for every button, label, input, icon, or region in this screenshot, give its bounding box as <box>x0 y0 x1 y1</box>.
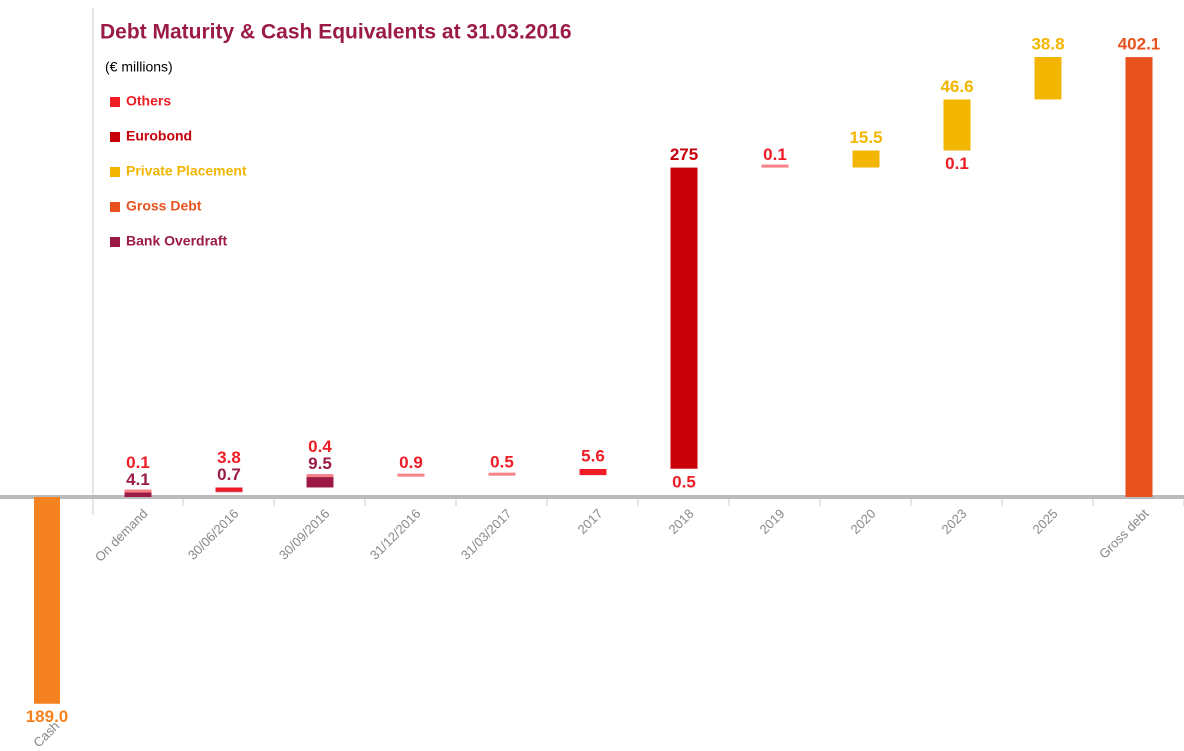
legend-label: Bank Overdraft <box>126 233 227 249</box>
x-tick-label: 30/06/2016 <box>185 506 242 563</box>
legend-swatch <box>110 237 120 247</box>
bar <box>124 489 152 493</box>
data-label: 0.4 <box>308 437 332 456</box>
data-label: 0.5 <box>672 472 696 491</box>
legend-swatch <box>110 97 120 107</box>
bar <box>306 474 334 478</box>
x-tick-label: 2025 <box>1029 506 1060 537</box>
x-tick-label: 2023 <box>938 506 969 537</box>
bar <box>34 497 60 704</box>
data-label: 0.1 <box>126 453 150 472</box>
x-tick-label: 31/12/2016 <box>367 506 424 563</box>
bar <box>1034 57 1062 100</box>
bar <box>670 167 698 469</box>
x-tick-label: 30/09/2016 <box>276 506 333 563</box>
x-tick-label: 2017 <box>574 506 605 537</box>
data-label: 9.5 <box>308 454 332 473</box>
legend-label: Eurobond <box>126 128 192 144</box>
bar <box>761 164 789 168</box>
data-label: 46.6 <box>940 77 973 96</box>
bar <box>397 473 425 477</box>
data-label: 0.1 <box>945 154 969 173</box>
data-label: 275 <box>670 145 698 164</box>
data-label: 0.1 <box>763 145 787 164</box>
chart-title: Debt Maturity & Cash Equivalents at 31.0… <box>100 21 572 44</box>
legend-swatch <box>110 202 120 212</box>
bar <box>124 492 152 497</box>
x-tick-label: Gross debt <box>1096 506 1152 562</box>
chart-subtitle: (€ millions) <box>105 59 173 75</box>
legend-swatch <box>110 167 120 177</box>
data-label: 0.9 <box>399 453 423 472</box>
data-label: 4.1 <box>126 470 150 489</box>
legend-label: Others <box>126 93 171 109</box>
bar <box>488 472 516 476</box>
bar <box>1125 57 1153 497</box>
x-tick-label: 2019 <box>756 506 787 537</box>
x-tick-label: 2020 <box>847 506 878 537</box>
legend-label: Gross Debt <box>126 198 202 214</box>
data-label: 38.8 <box>1031 34 1064 53</box>
x-tick-label: 31/03/2017 <box>458 506 515 563</box>
x-tick-label: On demand <box>92 506 151 565</box>
bar <box>579 468 607 476</box>
data-label: 402.1 <box>1118 35 1161 54</box>
data-label: 5.6 <box>581 446 605 465</box>
bar <box>215 487 243 492</box>
data-label: 15.5 <box>849 128 882 147</box>
legend-label: Private Placement <box>126 163 247 179</box>
x-tick-label: 2018 <box>665 506 696 537</box>
data-label: 3.8 <box>217 448 241 467</box>
bar <box>852 150 880 168</box>
data-label: 189.0 <box>26 707 69 726</box>
bar <box>943 99 971 151</box>
legend-swatch <box>110 132 120 142</box>
data-label: 0.5 <box>490 453 514 472</box>
bar <box>306 477 334 488</box>
data-label: 0.7 <box>217 465 241 484</box>
